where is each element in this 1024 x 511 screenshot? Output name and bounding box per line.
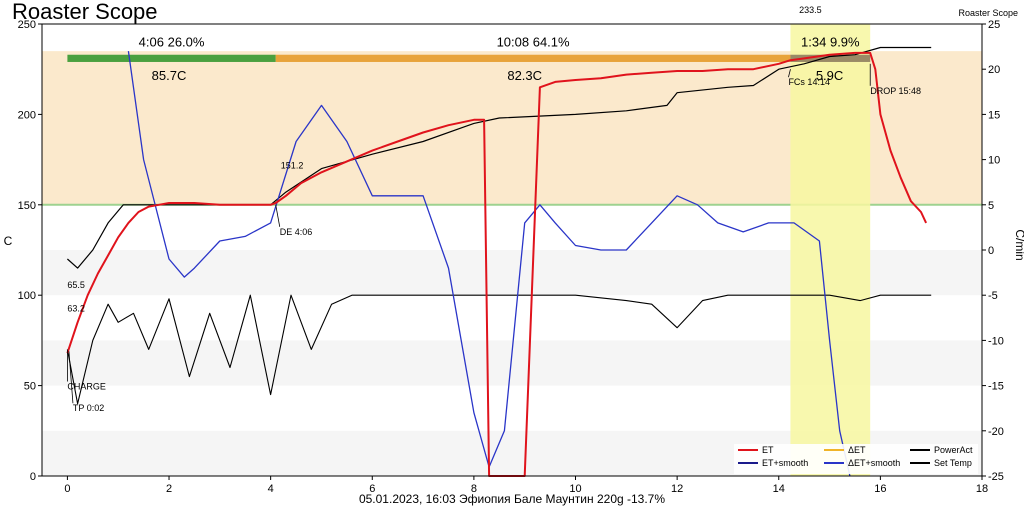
event-label: FCs 14:14 [788,77,830,87]
y2-tick-label: 10 [988,155,1000,167]
phase-label: 1:34 9.9% [801,35,860,50]
y2-tick-label: -5 [988,290,998,302]
phase-temp-label: 85.7C [152,68,187,83]
development-highlight [790,24,871,476]
legend-entry: ΔET+smooth [848,458,900,468]
y-tick-label: 250 [18,19,36,31]
x-tick-label: 2 [166,483,172,495]
legend: ET ET+smooth ΔET ΔET+smooth PowerAct Set Temp [734,444,978,474]
y-tick-label: 100 [18,290,36,302]
event-leader [275,204,281,227]
x-tick-label: 4 [268,483,274,495]
plot-background [42,24,982,476]
event-leader [68,351,74,404]
point-label: 233.5 [799,5,822,15]
y2-tick-label: 15 [988,109,1000,121]
chart-title: Roaster Scope [12,0,158,24]
phase-bar [275,54,791,62]
legend-entry: Set Temp [934,458,972,468]
x-tick-label: 8 [471,483,477,495]
phase-temp-label: 5.9C [816,68,843,83]
y2-tick-label: 0 [988,245,994,257]
y-tick-label: 150 [18,200,36,212]
x-tick-label: 0 [64,483,70,495]
event-label: DE 4:06 [280,227,313,237]
y2-axis-label: C/min [1013,229,1024,260]
phase-bar [67,54,276,62]
y2-tick-label: 5 [988,200,994,212]
power-act-line [66,294,932,405]
legend-entry: PowerAct [934,445,973,455]
x-tick-label: 10 [569,483,581,495]
phase-temp-label: 82.3C [507,68,542,83]
y2-tick-label: 20 [988,64,1000,76]
axes: 0 2 4 6 8 10 12 14 16 18050100150200250-25-20-15-… [18,19,1004,495]
legend-entry: ET [762,445,774,455]
chart-subtitle: 05.01.2023, 16:03 Эфиопия Бале Маунтин 2… [359,492,665,506]
y-tick-label: 0 [30,471,36,483]
y2-tick-label: -20 [988,426,1004,438]
point-label: 63.2 [67,303,85,313]
point-label: 65.5 [67,280,85,290]
event-label: DROP 15:48 [870,86,921,96]
point-label: 151.2 [281,161,304,171]
y2-tick-label: -15 [988,381,1004,393]
y-tick-label: 200 [18,109,36,121]
y2-tick-label: 25 [988,19,1000,31]
annotations: CHARGE TP 0:02 DE 4:06 FCs 14:14 DROP 15:48 6… [67,5,921,413]
legend-box [734,444,978,474]
y2-tick-label: -10 [988,335,1004,347]
event-leader [788,69,791,78]
x-tick-label: 12 [671,483,683,495]
phase-label: 10:08 64.1% [497,35,570,50]
corner-label: Roaster Scope [958,8,1018,18]
x-tick-label: 6 [369,483,375,495]
legend-entry: ΔET [848,445,866,455]
set-temp-line [67,46,932,269]
phase-label: 4:06 26.0% [139,35,205,50]
phase-bar [790,54,871,62]
delta-et-smooth-line [127,51,851,477]
event-label: CHARGE [67,381,106,391]
x-tick-label: 14 [773,483,785,495]
x-tick-label: 16 [874,483,886,495]
y-tick-label: 50 [24,381,36,393]
y-axis-label: C [4,234,13,248]
legend-entry: ET+smooth [762,458,808,468]
y2-tick-label: -25 [988,471,1004,483]
phase-bars: 4:06 26.0% 10:08 64.1% 1:34 9.9% 85.7C 82.3C… [67,35,871,83]
event-label: TP 0:02 [73,403,104,413]
x-tick-label: 18 [976,483,988,495]
